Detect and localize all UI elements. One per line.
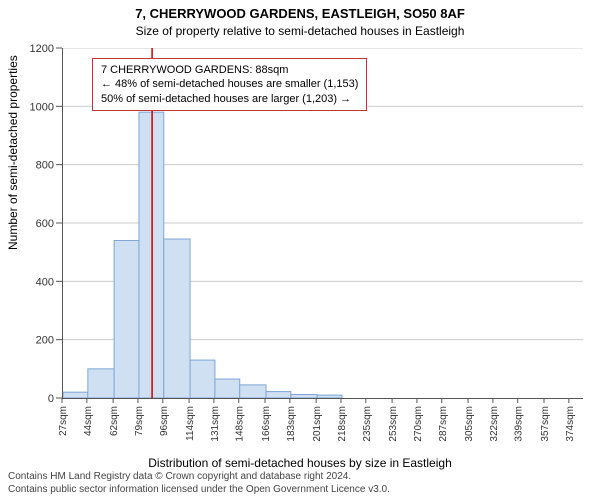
svg-text:27sqm: 27sqm bbox=[58, 406, 69, 436]
svg-text:253sqm: 253sqm bbox=[388, 406, 399, 442]
svg-text:201sqm: 201sqm bbox=[312, 406, 323, 442]
svg-text:235sqm: 235sqm bbox=[362, 406, 373, 442]
svg-text:148sqm: 148sqm bbox=[235, 406, 246, 442]
chart-subtitle: Size of property relative to semi-detach… bbox=[0, 24, 600, 38]
figure: 7, CHERRYWOOD GARDENS, EASTLEIGH, SO50 8… bbox=[0, 0, 600, 500]
svg-text:0: 0 bbox=[48, 393, 54, 405]
svg-text:305sqm: 305sqm bbox=[464, 406, 475, 442]
legend-line-3: 50% of semi-detached houses are larger (… bbox=[101, 92, 358, 106]
svg-text:287sqm: 287sqm bbox=[438, 406, 449, 442]
svg-text:270sqm: 270sqm bbox=[413, 406, 424, 442]
svg-text:79sqm: 79sqm bbox=[134, 406, 145, 436]
svg-text:400: 400 bbox=[36, 276, 54, 288]
svg-text:218sqm: 218sqm bbox=[337, 406, 348, 442]
bars-group bbox=[63, 112, 342, 398]
svg-text:114sqm: 114sqm bbox=[185, 406, 196, 441]
attribution-line-2: Contains public sector information licen… bbox=[8, 484, 592, 497]
attribution: Contains HM Land Registry data © Crown c… bbox=[8, 471, 592, 496]
svg-text:131sqm: 131sqm bbox=[210, 406, 221, 442]
svg-text:44sqm: 44sqm bbox=[83, 406, 94, 436]
svg-text:322sqm: 322sqm bbox=[489, 406, 500, 442]
svg-text:200: 200 bbox=[36, 335, 54, 347]
svg-text:600: 600 bbox=[36, 218, 54, 230]
legend-box: 7 CHERRYWOOD GARDENS: 88sqm ← 48% of sem… bbox=[92, 58, 367, 111]
svg-text:183sqm: 183sqm bbox=[286, 406, 297, 442]
svg-text:339sqm: 339sqm bbox=[514, 406, 525, 442]
x-ticks: 27sqm44sqm62sqm79sqm96sqm114sqm131sqm148… bbox=[62, 398, 582, 458]
y-ticks: 020040060080010001200 bbox=[16, 48, 62, 398]
chart-title: 7, CHERRYWOOD GARDENS, EASTLEIGH, SO50 8… bbox=[0, 6, 600, 21]
legend-line-2: ← 48% of semi-detached houses are smalle… bbox=[101, 77, 358, 91]
svg-text:62sqm: 62sqm bbox=[109, 406, 120, 436]
svg-text:166sqm: 166sqm bbox=[261, 406, 272, 442]
svg-text:374sqm: 374sqm bbox=[565, 406, 576, 442]
x-axis-label: Distribution of semi-detached houses by … bbox=[0, 456, 600, 470]
svg-text:800: 800 bbox=[36, 160, 54, 172]
svg-text:1200: 1200 bbox=[30, 43, 54, 55]
svg-text:1000: 1000 bbox=[30, 101, 54, 113]
legend-line-1: 7 CHERRYWOOD GARDENS: 88sqm bbox=[101, 63, 358, 77]
attribution-line-1: Contains HM Land Registry data © Crown c… bbox=[8, 471, 592, 484]
svg-text:357sqm: 357sqm bbox=[540, 406, 551, 442]
svg-text:96sqm: 96sqm bbox=[159, 406, 170, 436]
